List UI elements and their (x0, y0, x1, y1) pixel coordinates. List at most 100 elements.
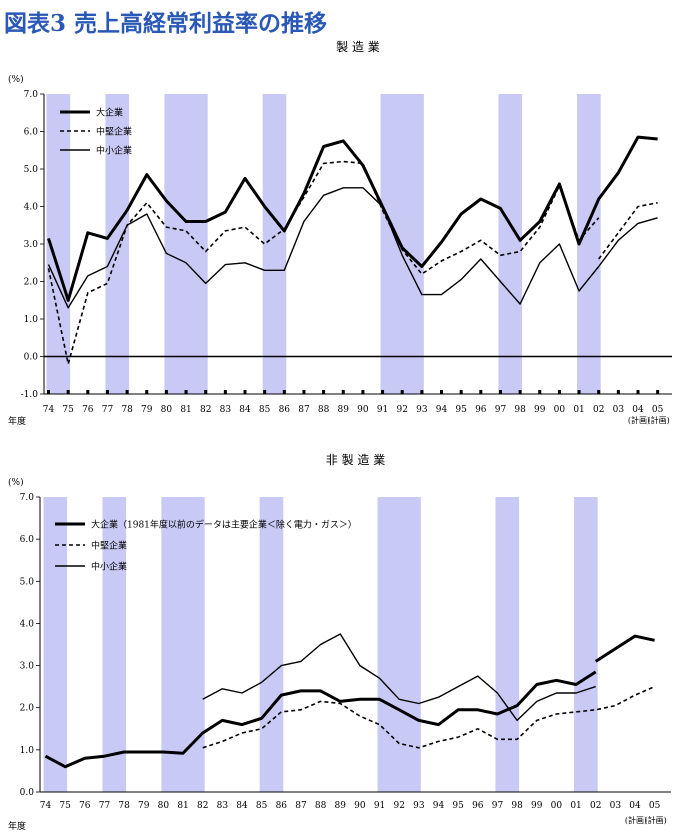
x-tick-mark (498, 390, 502, 394)
chart-2: 非 製 造 業 (%) 0.0 1.0 2.0 3.0 4.0 5.0 6.0 7.0 74 75 76… (8, 453, 671, 832)
x-tick-label: 94 (436, 405, 448, 415)
x-tick-mark (184, 390, 188, 394)
x-tick-label: 78 (121, 405, 133, 415)
page-title: 図表3 売上高経常利益率の推移 (4, 10, 328, 37)
x-tick-mark (557, 390, 561, 394)
series-line-3 (202, 633, 596, 722)
x-tick-label: 02 (590, 801, 601, 811)
x-tick-label: 86 (276, 801, 288, 811)
x-tick-label: 96 (472, 801, 484, 811)
x-tick-label: 95 (452, 801, 464, 811)
y-tick-label: 2.0 (20, 704, 35, 714)
x-tick-label: 77 (102, 405, 114, 415)
x-tick-mark (577, 390, 581, 394)
x-tick-label: 85 (256, 801, 268, 811)
x-tick-label: 03 (610, 801, 622, 811)
x-tick-mark (164, 390, 168, 394)
x-tick-label: 88 (318, 405, 330, 415)
y-tick-label: 3.0 (24, 240, 39, 250)
x-tick-label: 92 (396, 405, 407, 415)
x-tick-label: 90 (354, 801, 366, 811)
x-tick-label: 84 (239, 405, 251, 415)
series-line-3 (47, 187, 658, 309)
recession-band (105, 94, 130, 394)
y-tick-label: 4.0 (24, 203, 39, 213)
recession-band (380, 94, 424, 394)
x-tick-label: 85 (259, 405, 271, 415)
recession-band (161, 497, 205, 792)
x-tick-mark (518, 390, 522, 394)
x-tick-label: 97 (495, 405, 507, 415)
x-axis-label: 年度 (8, 415, 26, 427)
x-tick-label: 96 (475, 405, 487, 415)
x-tick-label: 05 (652, 405, 664, 415)
x-tick-note: (計画) (645, 815, 667, 825)
x-tick-label: 01 (570, 801, 581, 811)
x-tick-note: (計画) (628, 415, 650, 425)
x-tick-label: 95 (455, 405, 467, 415)
x-tick-label: 98 (514, 405, 526, 415)
x-tick-label: 81 (177, 801, 188, 811)
x-tick-mark (145, 390, 149, 394)
series-line-2 (202, 685, 655, 749)
x-tick-mark (381, 390, 385, 394)
legend-label: 中小企業 (91, 561, 127, 573)
x-tick-mark (125, 390, 129, 394)
x-tick-mark (538, 390, 542, 394)
x-tick-mark (47, 390, 50, 394)
x-axis-label: 年度 (8, 820, 26, 832)
legend-label: 大企業（1981年度以前のデータは主要企業＜除く電力・ガス＞） (91, 519, 357, 531)
recession-band (102, 497, 127, 792)
x-tick-label: 93 (416, 405, 428, 415)
chart-1: 製 造 業 (%) -1.0 0.0 1.0 2.0 3.0 4.0 5.0 6.0 7.0 74 75… (8, 40, 672, 427)
x-tick-label: 92 (393, 801, 404, 811)
x-tick-label: 02 (593, 405, 604, 415)
x-tick-label: 90 (357, 405, 369, 415)
x-tick-label: 91 (377, 405, 388, 415)
x-tick-label: 80 (158, 801, 170, 811)
chart-title: 製 造 業 (336, 40, 380, 54)
x-tick-label: 91 (374, 801, 385, 811)
series-line-2 (47, 160, 600, 365)
x-tick-label: 78 (118, 801, 130, 811)
x-tick-label: 86 (279, 405, 291, 415)
chart-title: 非 製 造 業 (326, 453, 385, 467)
x-tick-label: 01 (573, 405, 584, 415)
recession-band (262, 94, 287, 394)
x-tick-label: 84 (236, 801, 248, 811)
x-tick-label: 89 (338, 405, 350, 415)
x-tick-note: (計画) (648, 415, 670, 425)
x-tick-mark (66, 390, 70, 394)
x-tick-label: 99 (531, 801, 543, 811)
y-tick-label: 6.0 (20, 535, 35, 545)
x-tick-label: 89 (335, 801, 347, 811)
y-tick-label: 4.0 (20, 619, 35, 629)
x-tick-mark (400, 390, 404, 394)
x-tick-label: 74 (40, 801, 52, 811)
x-tick-mark (302, 390, 306, 394)
x-tick-label: 77 (99, 801, 111, 811)
x-tick-label: 75 (59, 801, 71, 811)
recession-band (577, 94, 601, 394)
x-tick-mark (420, 390, 424, 394)
series-line-2 (598, 202, 658, 260)
x-tick-label: 04 (629, 801, 641, 811)
x-tick-label: 00 (554, 405, 566, 415)
recession-band (574, 497, 598, 792)
x-tick-label: 93 (413, 801, 425, 811)
x-tick-label: 76 (82, 405, 94, 415)
x-tick-mark (361, 390, 365, 394)
x-tick-mark (440, 390, 443, 394)
x-tick-label: 97 (492, 801, 504, 811)
x-tick-label: 99 (534, 405, 546, 415)
y-tick-label: 6.0 (24, 128, 39, 138)
x-tick-label: 88 (315, 801, 327, 811)
x-tick-label: 03 (613, 405, 625, 415)
x-tick-mark (597, 390, 601, 394)
y-tick-label: 1.0 (24, 315, 39, 325)
x-tick-label: 00 (551, 801, 563, 811)
legend-label: 大企業 (96, 107, 123, 119)
x-tick-label: 87 (295, 801, 307, 811)
x-tick-label: 87 (298, 405, 310, 415)
